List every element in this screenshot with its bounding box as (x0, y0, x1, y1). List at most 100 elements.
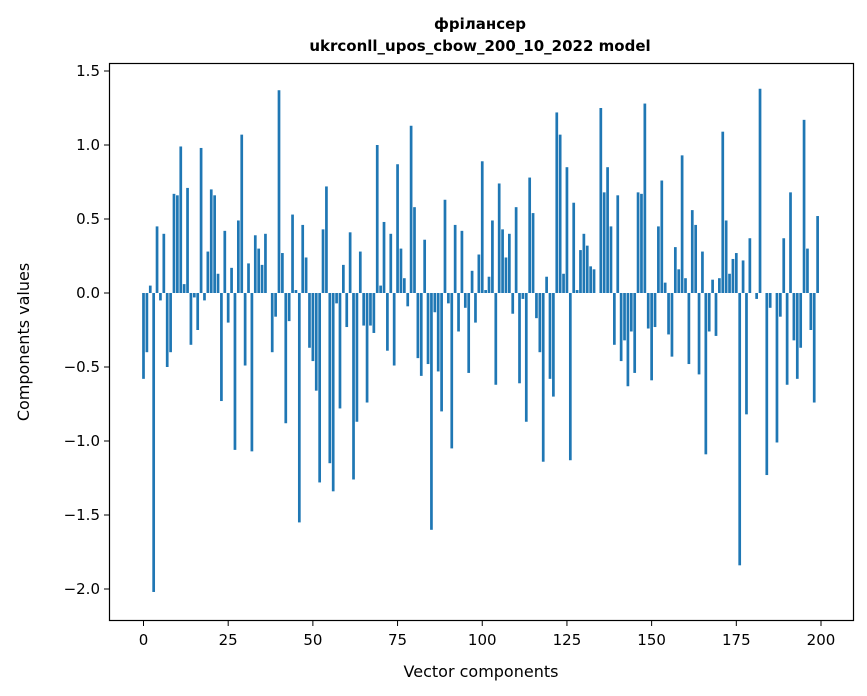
x-tick-label: 50 (303, 631, 322, 649)
bar-component-23 (220, 293, 223, 402)
bar-component-13 (186, 187, 189, 293)
bar-component-142 (623, 293, 626, 341)
bar-component-140 (616, 195, 620, 293)
bar-component-145 (633, 293, 637, 373)
bar-component-148 (643, 103, 647, 293)
bar-component-188 (778, 293, 782, 317)
bar-component-195 (802, 119, 806, 293)
bar-component-132 (589, 266, 593, 293)
bar-component-170 (718, 278, 721, 293)
bar-component-14 (189, 293, 193, 345)
bar-component-75 (396, 164, 399, 293)
bar-component-175 (734, 253, 738, 293)
bar-component-5 (159, 293, 162, 301)
bar-component-41 (281, 253, 284, 293)
bar-component-153 (660, 180, 664, 293)
bar-component-110 (514, 207, 518, 293)
bar-component-155 (667, 293, 670, 335)
x-tick-label: 175 (722, 631, 751, 649)
bar-component-72 (386, 293, 389, 351)
bar-component-198 (812, 293, 816, 403)
bar-component-50 (311, 293, 315, 362)
bar-component-169 (714, 293, 718, 336)
bar-component-68 (372, 293, 376, 333)
bar-component-73 (389, 233, 393, 293)
bar-component-116 (535, 293, 538, 319)
bar-component-119 (545, 276, 548, 293)
bar-component-117 (538, 293, 542, 353)
bar-component-11 (179, 146, 183, 293)
bar-component-137 (606, 167, 609, 293)
bar-component-121 (552, 293, 555, 397)
bar-component-7 (165, 293, 169, 367)
bar-component-176 (738, 293, 742, 566)
bar-component-63 (355, 293, 359, 422)
bar-component-196 (806, 248, 809, 293)
bar-component-64 (358, 251, 362, 293)
bar-component-27 (233, 293, 237, 450)
bar-component-56 (331, 293, 335, 492)
bar-component-193 (795, 293, 799, 379)
bar-component-115 (531, 213, 535, 293)
bar-component-12 (182, 284, 186, 293)
bar-component-71 (382, 221, 386, 293)
bar-component-161 (687, 293, 691, 365)
bar-component-28 (236, 220, 240, 293)
bar-component-157 (673, 247, 677, 293)
bar-component-159 (680, 155, 684, 293)
bar-component-93 (457, 293, 460, 332)
bar-component-3 (152, 293, 156, 592)
bar-component-59 (342, 264, 345, 293)
bar-component-91 (450, 293, 454, 449)
bar-component-179 (748, 238, 752, 293)
bar-component-40 (277, 90, 281, 294)
bar-component-45 (294, 290, 298, 293)
bar-component-102 (487, 276, 491, 293)
x-tick-label: 25 (219, 631, 238, 649)
bar-component-127 (572, 202, 576, 293)
bar-component-92 (453, 224, 457, 293)
bar-component-135 (599, 108, 603, 293)
bar-component-106 (501, 229, 504, 293)
bar-component-109 (511, 293, 515, 314)
bar-component-178 (745, 293, 748, 415)
bar-component-181 (755, 293, 758, 299)
y-axis-label: Components values (14, 263, 33, 421)
bar-component-15 (192, 293, 196, 298)
x-tick-label: 150 (637, 631, 666, 649)
bar-component-192 (792, 293, 796, 341)
bar-component-58 (338, 293, 342, 409)
bar-component-151 (653, 293, 657, 328)
bar-component-29 (240, 134, 244, 293)
y-axis-ticks: 1.5 1.0 0.5 0.0 −0.5 −1.0 −1.5 −2.0 (64, 62, 110, 598)
bar-component-105 (497, 183, 501, 293)
bar-component-174 (731, 258, 735, 293)
bar-component-141 (619, 293, 623, 362)
bar-component-130 (582, 233, 586, 293)
bar-component-185 (768, 293, 772, 308)
bar-component-154 (663, 282, 667, 293)
bar-component-82 (419, 293, 423, 376)
bar-component-36 (264, 233, 267, 293)
bar-component-39 (274, 293, 277, 317)
bar-component-17 (199, 147, 203, 293)
bar-component-35 (260, 264, 264, 293)
bar-component-100 (480, 161, 484, 293)
x-axis-ticks: 0 25 50 75 100 125 150 175 200 (139, 620, 835, 649)
bar-component-69 (375, 145, 379, 293)
bar-component-22 (216, 273, 220, 293)
bar-component-89 (443, 199, 447, 293)
bar-component-19 (206, 251, 210, 293)
chart-title-line-1: фрілансер (434, 15, 526, 33)
bar-component-171 (721, 131, 725, 293)
bar-component-128 (575, 290, 579, 293)
bar-component-16 (196, 293, 200, 330)
x-tick-label: 75 (388, 631, 407, 649)
bar-component-96 (467, 293, 471, 373)
bar-component-57 (335, 293, 338, 304)
bar-component-122 (555, 112, 559, 293)
bar-component-98 (474, 293, 477, 323)
bar-component-184 (765, 293, 769, 476)
bar-component-173 (728, 273, 731, 293)
bar-component-150 (650, 293, 653, 381)
